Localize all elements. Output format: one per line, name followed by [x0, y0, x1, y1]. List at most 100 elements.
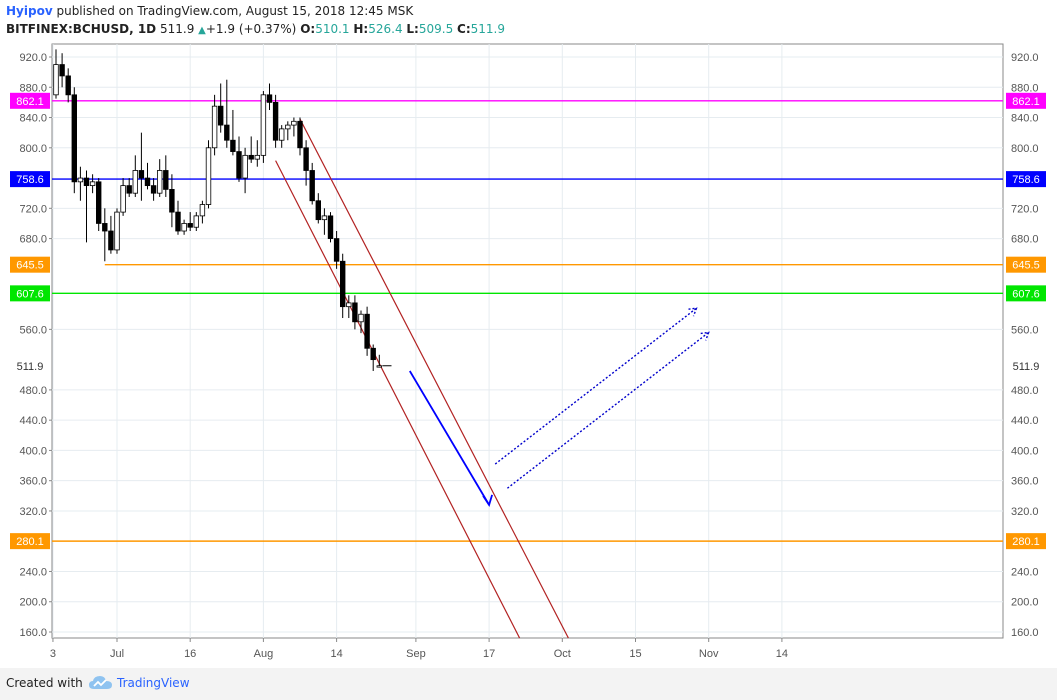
- y-tick-label-right: 720.0: [1011, 203, 1039, 215]
- author-link[interactable]: Hyipov: [6, 4, 53, 18]
- candle-body: [193, 215, 199, 228]
- candle-body: [114, 211, 120, 251]
- candle-body: [163, 170, 169, 190]
- candle-body: [291, 120, 297, 126]
- candle-body: [108, 230, 114, 251]
- candle-body: [150, 185, 157, 194]
- y-tick-label-right: 360.0: [1011, 476, 1039, 488]
- candle-body: [309, 170, 315, 202]
- x-tick-label: Sep: [406, 648, 426, 660]
- level-badge-right: [1006, 171, 1046, 188]
- y-tick-label-left: 920.0: [19, 52, 47, 64]
- candle-body: [175, 211, 181, 232]
- y-tick-label-left: 680.0: [19, 234, 47, 246]
- candle-body: [333, 238, 340, 262]
- y-tick-label-right: 440.0: [1011, 415, 1039, 427]
- channel-lower-line: [275, 160, 521, 639]
- y-tick-label-right: 560.0: [1011, 324, 1039, 336]
- y-tick-label-right: 800.0: [1011, 143, 1039, 155]
- lower-projection-arrowhead: [700, 331, 710, 341]
- last-price: 511.9: [159, 22, 195, 36]
- candle-body: [53, 64, 59, 96]
- y-tick-label-right: 920.0: [1011, 52, 1039, 64]
- level-badge-left: [10, 171, 50, 188]
- y-tick-label-left: 720.0: [19, 203, 47, 215]
- up-triangle-icon: ▲: [198, 25, 206, 36]
- last-price-badge-right: [1006, 357, 1046, 374]
- candle-body: [242, 154, 248, 179]
- candle-body: [181, 223, 187, 232]
- y-tick-label-left: 360.0: [19, 476, 47, 488]
- y-tick-label-left: 200.0: [19, 597, 47, 609]
- x-tick-label: 14: [776, 648, 788, 660]
- candle-body: [285, 124, 291, 130]
- candle-body: [138, 170, 145, 179]
- x-tick-label: Oct: [554, 648, 571, 660]
- ohlc-legend: BITFINEX:BCHUSD, 1D 511.9 ▲+1.9 (+0.37%)…: [6, 22, 505, 36]
- x-tick-label: 15: [629, 648, 641, 660]
- candle-body: [156, 170, 163, 194]
- x-tick-label: 16: [184, 648, 196, 660]
- candle-body: [315, 200, 321, 221]
- candle-body: [278, 128, 285, 141]
- y-tick-label-left: 840.0: [19, 113, 47, 125]
- down-arrow-shaft: [409, 370, 490, 506]
- candle-body: [144, 177, 151, 187]
- level-label-left: 758.6: [16, 174, 44, 186]
- y-tick-label-left: 440.0: [19, 415, 47, 427]
- y-tick-label-left: 880.0: [19, 82, 47, 94]
- price-chart[interactable]: 920.0 920.0 880.0 880.0 840.0 840.0 800.0 800.0…: [0, 0, 1057, 668]
- open-value: 510.1: [315, 22, 350, 36]
- y-tick-label-right: 160.0: [1011, 627, 1039, 639]
- x-tick-label: 14: [330, 648, 342, 660]
- y-tick-label-right: 200.0: [1011, 597, 1039, 609]
- high-label: H:: [353, 22, 369, 36]
- high-value: 526.4: [368, 22, 403, 36]
- candle-body: [102, 223, 108, 232]
- candle-body: [89, 181, 96, 187]
- candle-body: [297, 120, 303, 149]
- created-with-text: Created with: [6, 676, 83, 690]
- level-badge-right: [1006, 285, 1046, 302]
- candle-body: [83, 177, 90, 187]
- publish-line: Hyipov published on TradingView.com, Aug…: [6, 4, 413, 18]
- y-tick-label-right: 840.0: [1011, 113, 1039, 125]
- level-label-left: 862.1: [16, 96, 44, 108]
- upper-projection-arrow: [494, 307, 697, 465]
- down-arrow-head: [482, 494, 493, 507]
- candle-body: [358, 313, 364, 323]
- x-tick-label: Aug: [254, 648, 274, 660]
- candle-body: [224, 124, 230, 141]
- candle-body: [376, 365, 382, 368]
- level-badge-left: [10, 533, 50, 550]
- lower-projection-arrow: [506, 331, 710, 489]
- published-text: published on TradingView.com, August 15,…: [56, 4, 414, 18]
- candle-body: [266, 94, 273, 103]
- candle-body: [59, 64, 65, 77]
- y-tick-label-left: 320.0: [19, 506, 47, 518]
- y-tick-label-right: 880.0: [1011, 82, 1039, 94]
- candle-body: [254, 154, 260, 160]
- y-tick-label-right: 680.0: [1011, 234, 1039, 246]
- level-label-left: 280.1: [16, 536, 44, 548]
- candle-body: [132, 170, 138, 194]
- level-badge-right: [1006, 256, 1046, 273]
- price-change: +1.9 (+0.37%): [205, 22, 297, 36]
- candle-body: [321, 215, 328, 221]
- x-tick-label: Nov: [699, 648, 719, 660]
- y-tick-label-right: 320.0: [1011, 506, 1039, 518]
- last-price-label-right: 511.9: [1013, 361, 1040, 373]
- candle-body: [96, 181, 102, 224]
- tradingview-brand-link[interactable]: TradingView: [117, 676, 190, 690]
- level-label-right: 758.6: [1012, 174, 1040, 186]
- level-label-right: 645.5: [1012, 260, 1040, 272]
- candle-body: [352, 302, 358, 323]
- candle-body: [65, 75, 71, 96]
- y-tick-label-left: 560.0: [19, 324, 47, 336]
- candle-body: [71, 94, 77, 183]
- level-label-right: 280.1: [1012, 536, 1040, 548]
- tradingview-cloud-icon[interactable]: [88, 673, 114, 693]
- level-badge-left: [10, 256, 50, 273]
- open-label: O:: [300, 22, 316, 36]
- chart-header: Hyipov published on TradingView.com, Aug…: [6, 0, 1046, 42]
